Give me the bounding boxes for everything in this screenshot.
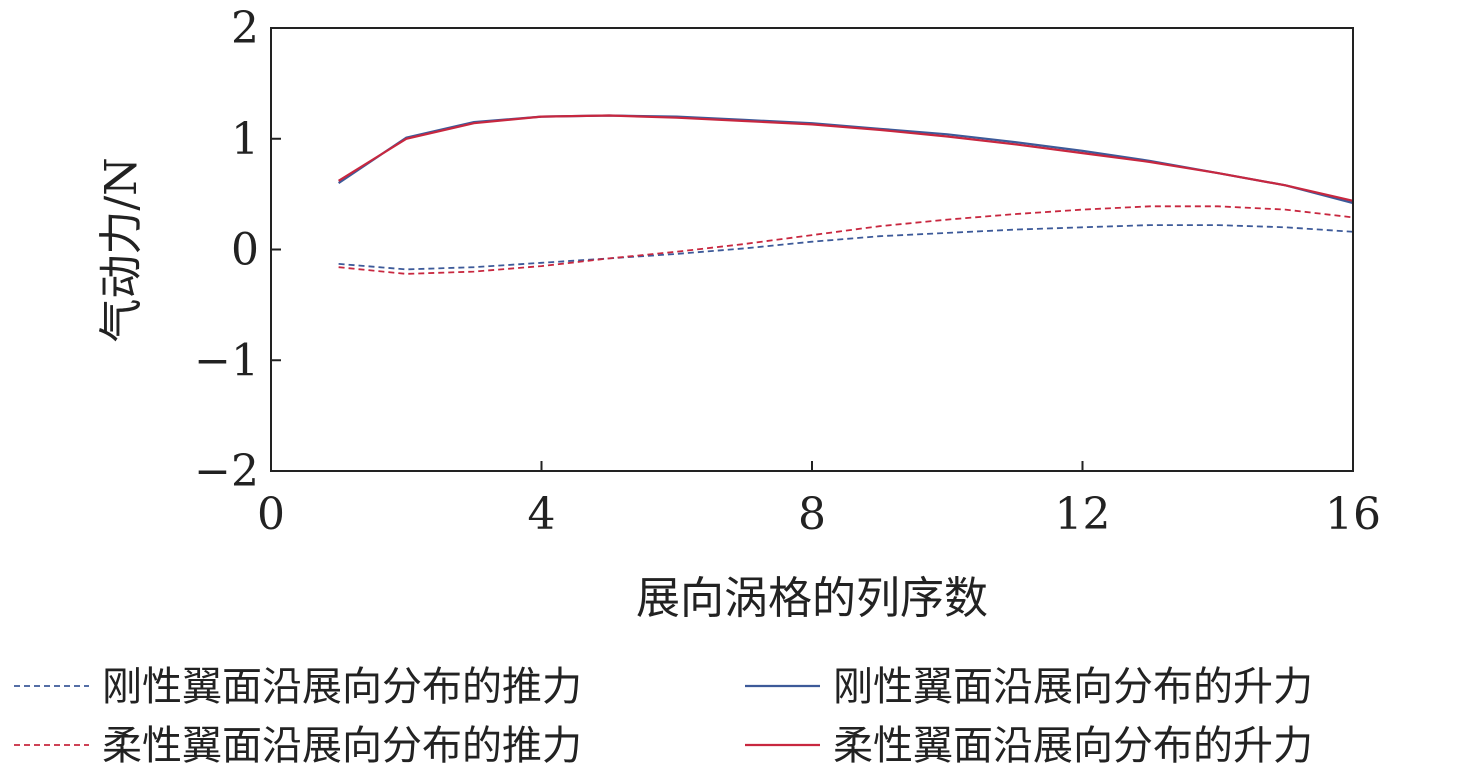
legend-label-3: 刚性翼面沿展向分布的升力 [833,664,1313,710]
plot-frame [270,27,1354,472]
x-tick-label: 16 [1325,489,1381,540]
legend-label-2: 柔性翼面沿展向分布的推力 [102,723,582,769]
series-line-1 [338,224,1354,271]
series-line-2 [338,205,1354,275]
x-axis-label: 展向涡格的列序数 [636,573,988,624]
y-tick-label: 1 [231,114,259,165]
y-tick-label: −1 [194,335,259,386]
y-axis-label: 气动力/N [96,157,147,342]
x-tick-label: 0 [257,489,285,540]
x-tick-label: 12 [1055,489,1111,540]
x-tick-label: 4 [528,489,556,540]
legend-label-4: 柔性翼面沿展向分布的升力 [833,723,1313,769]
legend-label-1: 刚性翼面沿展向分布的推力 [102,664,582,710]
series-line-3 [337,114,1354,205]
series-line-4 [338,114,1354,202]
y-tick-label: −2 [194,446,259,497]
axes: 0 4 8 12 16 2 1 0 −1 −2 [194,3,1381,540]
y-tick-label: 0 [231,225,259,276]
plot-area [337,114,1354,275]
y-tick-label: 2 [231,3,259,54]
x-tick-label: 8 [798,489,826,540]
